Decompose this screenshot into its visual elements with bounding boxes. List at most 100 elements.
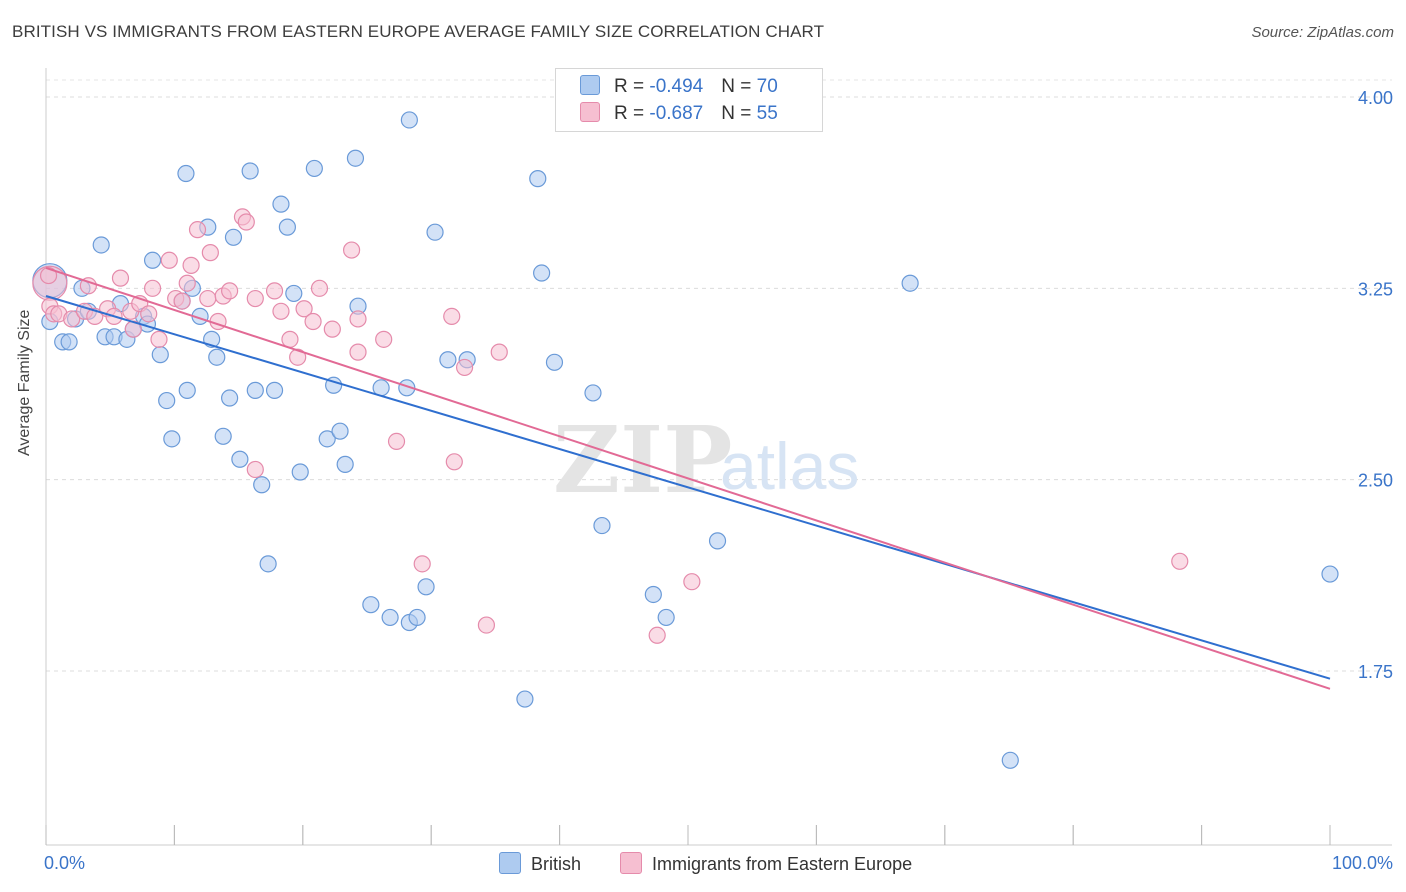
point-british: [439, 351, 457, 369]
point-immigrants: [160, 251, 178, 269]
trend-lines: [45, 266, 1331, 690]
point-immigrants: [349, 310, 367, 328]
stats-legend: R = -0.494 N = 70 R = -0.687 N = 55: [555, 68, 823, 132]
point-british: [208, 348, 226, 366]
point-immigrants: [150, 330, 168, 348]
chart-title: BRITISH VS IMMIGRANTS FROM EASTERN EUROP…: [12, 22, 825, 41]
bottom-legend-swatch-british: [499, 852, 521, 874]
legend-row-immigrants: R = -0.687 N = 55: [580, 102, 778, 126]
y-axis-label: Average Family Size: [16, 309, 33, 456]
point-british: [178, 381, 196, 399]
point-immigrants: [342, 241, 361, 259]
point-immigrants: [178, 274, 196, 292]
point-immigrants: [173, 292, 191, 310]
point-british: [221, 389, 239, 407]
point-immigrants: [443, 307, 461, 325]
chart-source: Source: ZipAtlas.com: [1251, 24, 1394, 41]
axes: [45, 68, 1392, 846]
point-british: [231, 450, 249, 468]
point-british: [177, 164, 195, 183]
point-immigrants: [349, 343, 367, 361]
trend-line-british: [45, 295, 1331, 680]
trend-line-immigrants: [45, 266, 1331, 690]
point-immigrants: [221, 282, 239, 300]
point-immigrants: [111, 269, 130, 287]
bottom-legend-immigrants: Immigrants from Eastern Europe: [620, 852, 912, 875]
point-immigrants: [63, 310, 81, 328]
point-british: [529, 170, 547, 188]
point-immigrants: [413, 555, 431, 573]
point-immigrants: [281, 330, 299, 348]
point-immigrants: [201, 244, 219, 262]
point-british: [901, 274, 919, 292]
point-british: [426, 223, 444, 241]
point-british: [362, 596, 380, 614]
x-tick-label: 100.0%: [1332, 853, 1393, 873]
point-immigrants: [387, 432, 406, 450]
point-immigrants: [289, 348, 307, 366]
point-immigrants: [140, 305, 158, 323]
legend-n-label: N =: [721, 103, 757, 124]
x-tick-label: 0.0%: [44, 853, 85, 873]
point-immigrants: [648, 626, 666, 644]
bottom-legend-label-british: British: [531, 854, 582, 874]
point-british: [265, 381, 284, 399]
point-british: [163, 430, 181, 448]
point-british: [381, 608, 399, 627]
legend-n-value-immigrants: 55: [756, 103, 778, 124]
point-british: [657, 608, 675, 627]
point-immigrants: [455, 358, 474, 377]
point-british: [708, 532, 727, 550]
point-immigrants: [323, 320, 341, 338]
legend-row-british: R = -0.494 N = 70: [580, 75, 778, 99]
y-tick-label: 4.00: [1358, 88, 1393, 108]
legend-r-label: R =: [614, 103, 650, 124]
point-british: [241, 162, 259, 180]
point-immigrants: [375, 330, 393, 348]
point-immigrants: [237, 213, 255, 231]
point-immigrants: [1171, 552, 1189, 570]
point-british: [291, 463, 309, 481]
point-british: [336, 455, 354, 473]
point-british: [1321, 565, 1339, 583]
point-immigrants: [272, 302, 290, 320]
bottom-legend-label-immigrants: Immigrants from Eastern Europe: [652, 854, 913, 874]
watermark-atlas: atlas: [720, 429, 859, 503]
point-british: [533, 264, 551, 282]
y-tick-label: 3.25: [1358, 279, 1393, 299]
point-british: [318, 430, 336, 448]
point-british: [584, 384, 602, 402]
legend-r-label: R =: [614, 76, 650, 97]
legend-n-value-british: 70: [756, 76, 778, 97]
point-immigrants: [477, 616, 496, 634]
point-immigrants: [246, 460, 264, 479]
point-immigrants: [445, 453, 463, 471]
point-british: [331, 422, 349, 440]
point-british: [224, 228, 243, 246]
point-immigrants: [199, 289, 217, 308]
point-british: [151, 346, 169, 364]
watermark-zip: ZIP: [553, 406, 732, 514]
point-british: [143, 251, 162, 269]
point-british: [278, 218, 296, 236]
point-british: [285, 284, 303, 303]
tick-labels: 1.75 2.50 3.25 4.00 0.0% 100.0%: [44, 88, 1393, 873]
bottom-legend-british: British: [499, 852, 581, 875]
point-british: [305, 159, 323, 178]
point-british: [545, 353, 564, 371]
legend-r-value-british: -0.494: [649, 76, 704, 97]
point-immigrants: [310, 279, 329, 297]
y-tick-label: 1.75: [1358, 662, 1393, 682]
point-british: [253, 476, 271, 494]
point-immigrants: [143, 279, 162, 297]
point-british: [259, 555, 277, 573]
point-british: [516, 690, 534, 708]
legend-swatch-british: [580, 75, 600, 95]
point-immigrants: [79, 277, 97, 295]
point-british: [400, 111, 418, 129]
point-british: [158, 391, 176, 410]
point-immigrants: [683, 573, 701, 591]
point-british: [346, 149, 365, 167]
point-british: [214, 427, 232, 445]
point-british: [246, 381, 264, 399]
